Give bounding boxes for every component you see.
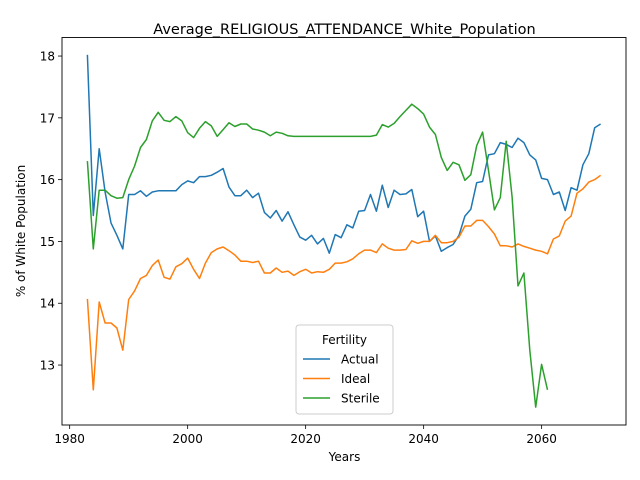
- x-tick-label: 1980: [54, 432, 85, 446]
- chart-title: Average_RELIGIOUS_ATTENDANCE_White_Popul…: [153, 22, 535, 38]
- y-tick-label: 14: [40, 297, 55, 311]
- series-line-sterile: [86, 103, 549, 408]
- x-tick-label: 2060: [526, 432, 557, 446]
- y-tick-label: 16: [40, 173, 55, 187]
- legend-label-actual: Actual: [341, 353, 379, 367]
- series-line-actual: [86, 54, 601, 254]
- y-tick-label: 17: [40, 111, 55, 125]
- x-tick-label: 2000: [172, 432, 203, 446]
- y-tick-label: 15: [40, 235, 55, 249]
- y-tick-label: 13: [40, 359, 55, 373]
- y-axis: 13 14 15 16 17 18: [40, 50, 62, 373]
- legend-label-sterile: Sterile: [341, 392, 380, 406]
- x-tick-label: 2040: [408, 432, 439, 446]
- x-axis: 1980 2000 2020 2040 2060: [54, 425, 557, 446]
- y-axis-label: % of White Population: [14, 165, 28, 297]
- legend-box: [295, 324, 394, 415]
- y-tick-label: 18: [40, 50, 55, 64]
- legend-label-ideal: Ideal: [341, 372, 370, 386]
- x-tick-label: 2020: [290, 432, 321, 446]
- plot-area: [86, 54, 602, 408]
- legend-title: Fertility: [322, 333, 367, 347]
- plot-frame: [61, 37, 627, 426]
- x-axis-label: Years: [328, 450, 361, 464]
- legend: Fertility Actual Ideal Sterile: [295, 324, 394, 415]
